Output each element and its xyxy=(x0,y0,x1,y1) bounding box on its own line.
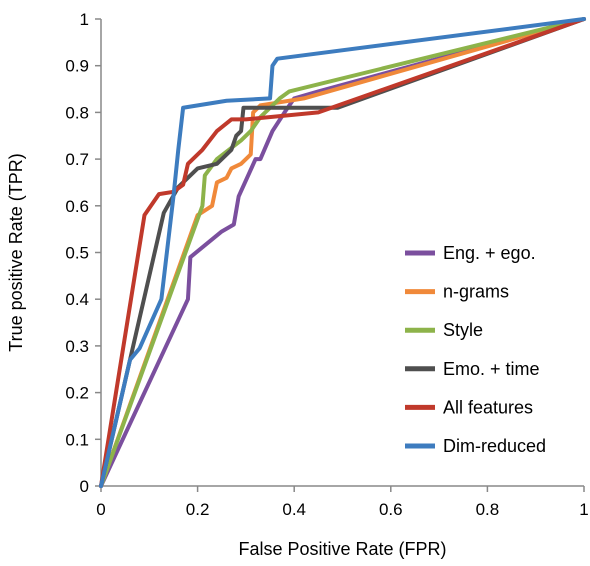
x-tick-label: 0.4 xyxy=(282,500,306,519)
x-tick-label: 1 xyxy=(579,500,588,519)
series-line-dim-reduced xyxy=(99,17,586,488)
legend-label: All features xyxy=(443,397,533,417)
series-lines xyxy=(99,17,586,488)
legend-label: n-grams xyxy=(443,282,509,302)
y-tick-label: 0.1 xyxy=(65,430,89,449)
x-tick-label: 0.6 xyxy=(379,500,403,519)
y-tick-label: 0.4 xyxy=(65,290,89,309)
y-tick-label: 0 xyxy=(80,477,89,496)
x-axis-title: False Positive Rate (FPR) xyxy=(238,539,446,559)
y-tick-label: 0.3 xyxy=(65,337,89,356)
series-line-style xyxy=(99,17,586,488)
x-tick-labels: 0 0.2 0.4 0.6 0.8 1 xyxy=(96,486,589,519)
y-tick-label: 0.9 xyxy=(65,57,89,76)
y-tick-label: 0.7 xyxy=(65,150,89,169)
y-axis-title: True positive Rate (TPR) xyxy=(6,153,26,351)
x-tick-label: 0.8 xyxy=(476,500,500,519)
legend: Eng. + ego. n-grams Style Emo. + time All fe… xyxy=(405,243,546,456)
y-tick-label: 0.5 xyxy=(65,244,89,263)
y-tick-label: 0.6 xyxy=(65,197,89,216)
y-tick-label: 0.8 xyxy=(65,103,89,122)
legend-label: Dim-reduced xyxy=(443,436,546,456)
series-line-all-features xyxy=(99,17,586,488)
x-tick-label: 0 xyxy=(96,500,105,519)
y-tick-labels: 0 0.1 0.2 0.3 0.4 0.5 0.6 0.7 0.8 0.9 1 xyxy=(65,10,101,496)
y-tick-label: 1 xyxy=(80,10,89,29)
y-tick-label: 0.2 xyxy=(65,384,89,403)
legend-label: Emo. + time xyxy=(443,359,540,379)
legend-label: Eng. + ego. xyxy=(443,243,536,263)
x-tick-label: 0.2 xyxy=(186,500,210,519)
legend-label: Style xyxy=(443,320,483,340)
